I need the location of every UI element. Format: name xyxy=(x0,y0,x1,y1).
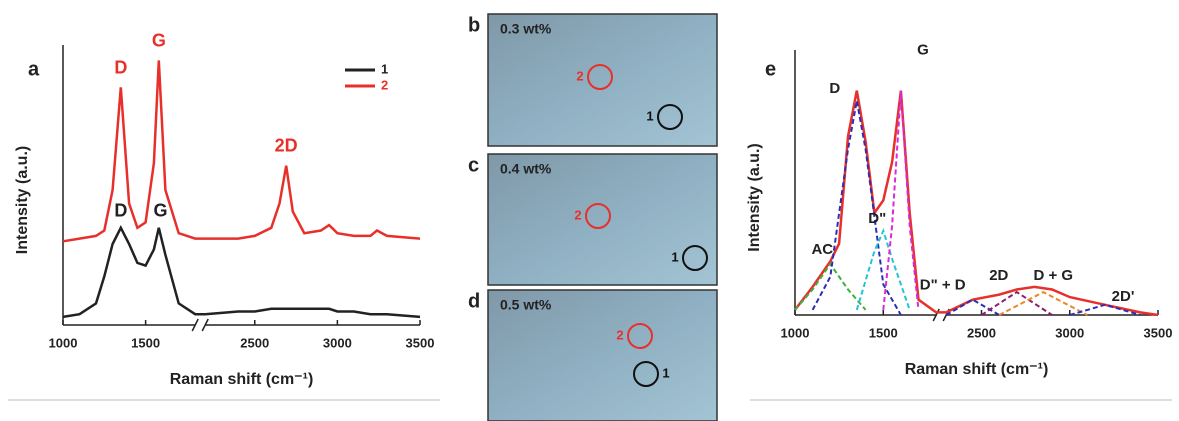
caption: 0.5 wt% xyxy=(500,297,552,313)
caption: 0.4 wt% xyxy=(500,161,552,177)
peak-label: G xyxy=(152,30,166,50)
x-tick-label: 3500 xyxy=(1144,325,1173,340)
figure: a 1000 1500 2500 3000 3500 Raman shift (cm⁻¹) I… xyxy=(0,0,1179,421)
x-tick-label: 2500 xyxy=(240,335,269,350)
peak-label: 2D' xyxy=(1112,288,1135,305)
peak-label: D xyxy=(114,57,127,77)
legend-label: 1 xyxy=(381,61,388,76)
peak-label: 2D xyxy=(275,136,298,156)
panel-label: c xyxy=(468,154,479,176)
fit-curve xyxy=(883,91,918,310)
x-tick-label: 1500 xyxy=(869,325,898,340)
x-axis-title: Raman shift (cm⁻¹) xyxy=(905,361,1049,378)
fit-curve xyxy=(813,101,901,315)
x-tick-label: 3500 xyxy=(406,335,435,350)
x-axis-title: Raman shift (cm⁻¹) xyxy=(170,371,314,388)
marker-label: 2 xyxy=(574,207,581,222)
marker-label: 1 xyxy=(646,108,653,123)
marker-label: 2 xyxy=(576,68,583,83)
panel-label: e xyxy=(765,58,776,80)
spectrum xyxy=(795,91,1158,315)
peak-label: G xyxy=(153,200,167,220)
peak-label: G xyxy=(917,42,929,59)
x-tick-label: 1000 xyxy=(49,335,78,350)
y-axis-title: Intensity (a.u.) xyxy=(746,143,763,251)
y-axis-title: Intensity (a.u.) xyxy=(14,146,31,254)
marker-label: 1 xyxy=(671,249,678,264)
legend-label: 2 xyxy=(381,77,388,92)
peak-label: 2D xyxy=(989,267,1008,284)
peak-label: D" + D xyxy=(920,277,966,294)
fit-curve xyxy=(857,231,910,310)
panel-label: a xyxy=(28,58,40,80)
peak-label: D + G xyxy=(1033,267,1073,284)
marker-label: 1 xyxy=(662,365,669,380)
peak-label: D xyxy=(829,80,840,97)
x-tick-label: 1500 xyxy=(131,335,160,350)
peak-label: AC xyxy=(811,241,833,258)
spectrum xyxy=(63,228,420,317)
peak-label: D xyxy=(114,200,127,220)
x-tick-label: 3000 xyxy=(323,335,352,350)
panel-label: d xyxy=(468,290,480,312)
x-tick-label: 2500 xyxy=(967,325,996,340)
peak-label: D" xyxy=(868,210,886,227)
marker-label: 2 xyxy=(616,327,623,342)
caption: 0.3 wt% xyxy=(500,21,552,37)
panel-label: b xyxy=(468,14,480,36)
x-tick-label: 3000 xyxy=(1055,325,1084,340)
x-tick-label: 1000 xyxy=(781,325,810,340)
